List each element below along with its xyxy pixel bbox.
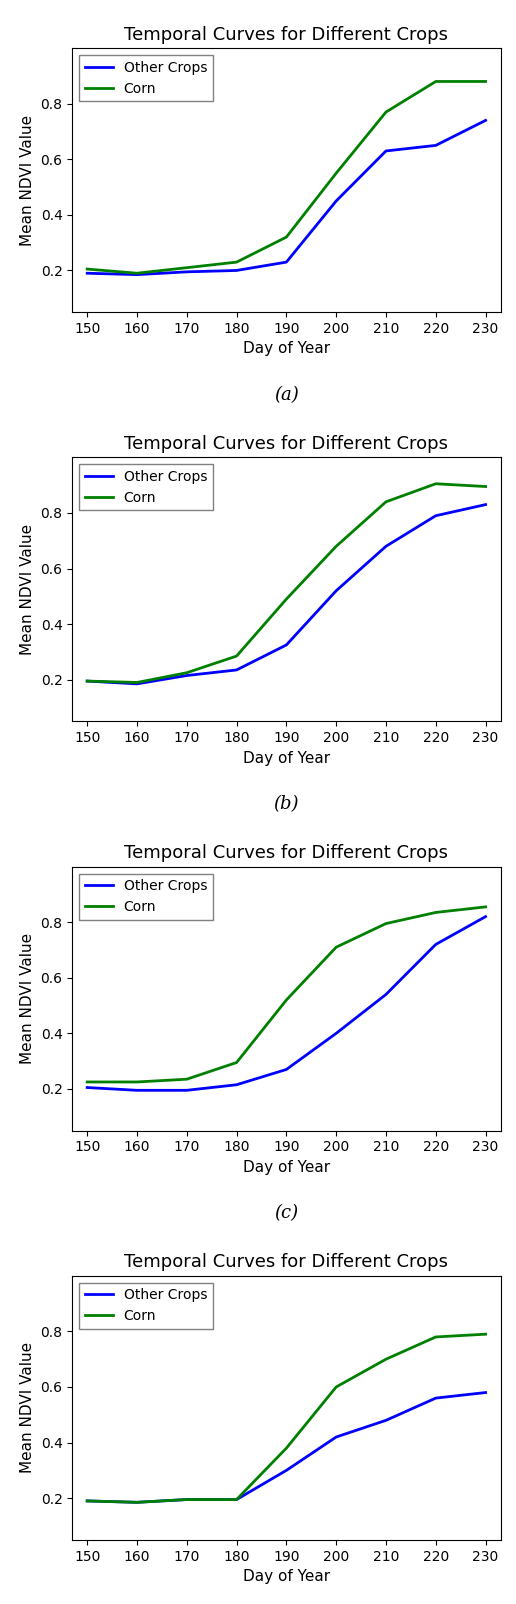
Other Crops: [184, 1081, 190, 1100]
Other Crops: [283, 252, 289, 271]
Corn: [283, 1439, 289, 1458]
Other Crops: [283, 635, 289, 654]
Other Crops: [233, 1490, 239, 1509]
Other Crops: [383, 537, 389, 557]
Corn: [233, 1052, 239, 1071]
X-axis label: Day of Year: Day of Year: [243, 1160, 330, 1174]
Corn: [134, 672, 140, 691]
X-axis label: Day of Year: Day of Year: [243, 342, 330, 356]
Line: Other Crops: Other Crops: [87, 1392, 486, 1503]
Corn: [433, 72, 439, 91]
Line: Corn: Corn: [87, 484, 486, 682]
Other Crops: [283, 1461, 289, 1480]
Line: Corn: Corn: [87, 1335, 486, 1503]
Corn: [84, 1073, 90, 1092]
Other Crops: [433, 507, 439, 526]
X-axis label: Day of Year: Day of Year: [243, 751, 330, 765]
Corn: [84, 260, 90, 279]
Corn: [482, 476, 489, 496]
Other Crops: [184, 261, 190, 281]
Other Crops: [482, 496, 489, 515]
Corn: [134, 1073, 140, 1092]
Corn: [333, 938, 340, 958]
Line: Corn: Corn: [87, 906, 486, 1083]
Corn: [333, 164, 340, 183]
Other Crops: [134, 1493, 140, 1513]
Other Crops: [134, 265, 140, 284]
Corn: [84, 1492, 90, 1511]
Other Crops: [383, 141, 389, 160]
Corn: [383, 914, 389, 934]
Other Crops: [482, 1383, 489, 1402]
Corn: [433, 475, 439, 494]
Other Crops: [333, 1428, 340, 1447]
Other Crops: [333, 191, 340, 210]
Other Crops: [233, 261, 239, 281]
Other Crops: [184, 1490, 190, 1509]
Other Crops: [383, 985, 389, 1004]
Corn: [482, 72, 489, 91]
Other Crops: [433, 136, 439, 156]
Title: Temporal Curves for Different Crops: Temporal Curves for Different Crops: [124, 26, 448, 43]
Corn: [333, 537, 340, 557]
Other Crops: [84, 1492, 90, 1511]
X-axis label: Day of Year: Day of Year: [243, 1569, 330, 1585]
Corn: [433, 1328, 439, 1347]
Other Crops: [233, 1075, 239, 1094]
Other Crops: [433, 935, 439, 954]
Other Crops: [84, 263, 90, 282]
Y-axis label: Mean NDVI Value: Mean NDVI Value: [20, 934, 35, 1063]
Legend: Other Crops, Corn: Other Crops, Corn: [79, 464, 213, 510]
Other Crops: [482, 906, 489, 926]
Line: Other Crops: Other Crops: [87, 916, 486, 1091]
Legend: Other Crops, Corn: Other Crops, Corn: [79, 874, 213, 919]
Other Crops: [482, 111, 489, 130]
Line: Corn: Corn: [87, 82, 486, 273]
Other Crops: [84, 1078, 90, 1097]
Y-axis label: Mean NDVI Value: Mean NDVI Value: [20, 525, 35, 654]
Corn: [184, 1070, 190, 1089]
Corn: [482, 897, 489, 916]
Corn: [383, 1349, 389, 1368]
Line: Other Crops: Other Crops: [87, 120, 486, 274]
Text: (b): (b): [273, 796, 299, 813]
Corn: [134, 263, 140, 282]
Corn: [283, 990, 289, 1009]
Corn: [134, 1493, 140, 1513]
Corn: [283, 228, 289, 247]
Corn: [233, 252, 239, 271]
Corn: [482, 1325, 489, 1344]
Other Crops: [283, 1060, 289, 1079]
Other Crops: [134, 674, 140, 693]
Corn: [184, 662, 190, 682]
Title: Temporal Curves for Different Crops: Temporal Curves for Different Crops: [124, 844, 448, 863]
Other Crops: [383, 1410, 389, 1429]
Other Crops: [184, 666, 190, 685]
Corn: [233, 646, 239, 666]
Corn: [283, 589, 289, 608]
Corn: [433, 903, 439, 922]
Other Crops: [333, 581, 340, 600]
Other Crops: [134, 1081, 140, 1100]
Other Crops: [333, 1023, 340, 1043]
Y-axis label: Mean NDVI Value: Mean NDVI Value: [20, 1343, 35, 1474]
Line: Other Crops: Other Crops: [87, 505, 486, 683]
Corn: [383, 492, 389, 512]
Legend: Other Crops, Corn: Other Crops, Corn: [79, 55, 213, 101]
Text: (a): (a): [274, 387, 299, 404]
Other Crops: [84, 672, 90, 691]
Title: Temporal Curves for Different Crops: Temporal Curves for Different Crops: [124, 1253, 448, 1272]
Corn: [184, 258, 190, 277]
Other Crops: [433, 1389, 439, 1408]
Other Crops: [233, 661, 239, 680]
Text: (c): (c): [275, 1205, 298, 1222]
Title: Temporal Curves for Different Crops: Temporal Curves for Different Crops: [124, 435, 448, 452]
Corn: [184, 1490, 190, 1509]
Corn: [84, 672, 90, 691]
Corn: [333, 1378, 340, 1397]
Y-axis label: Mean NDVI Value: Mean NDVI Value: [20, 114, 35, 245]
Legend: Other Crops, Corn: Other Crops, Corn: [79, 1283, 213, 1328]
Corn: [233, 1490, 239, 1509]
Corn: [383, 103, 389, 122]
